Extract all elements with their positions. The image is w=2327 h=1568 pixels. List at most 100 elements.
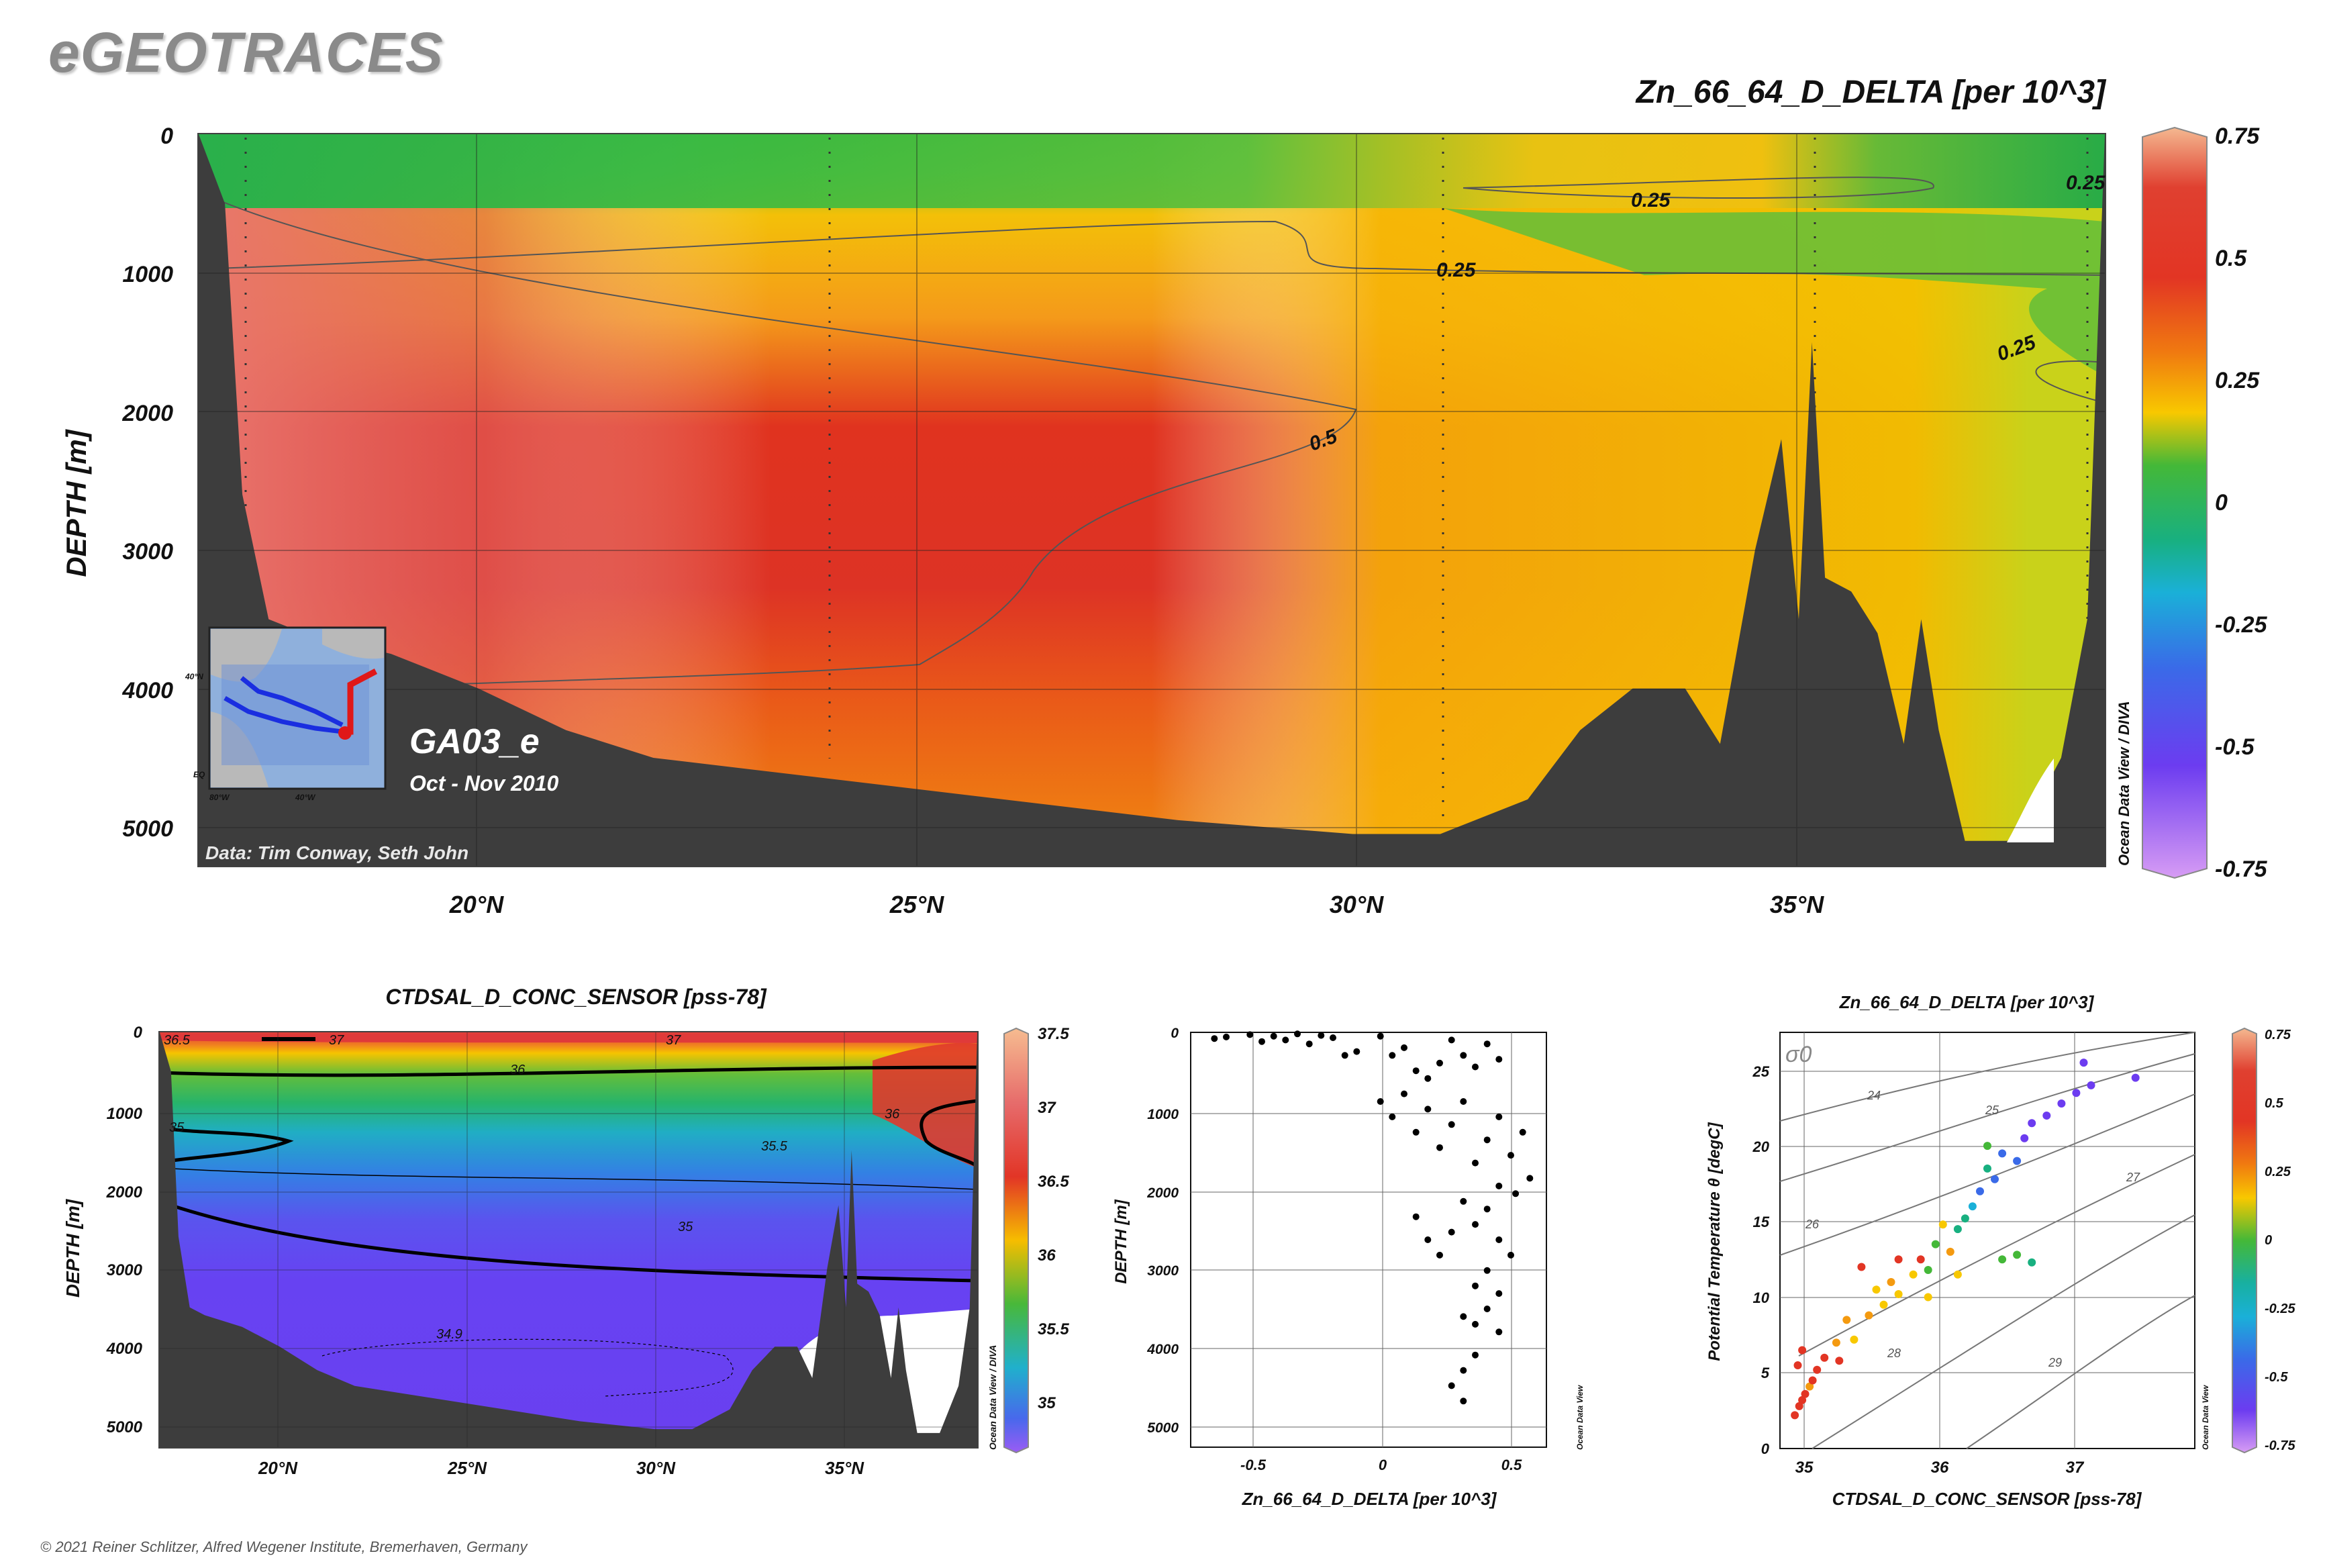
section-name: GA03_e [409, 722, 540, 761]
egeotraces-logo: eGEOTRACES [48, 21, 444, 84]
profile-data-point [1401, 1090, 1407, 1097]
profile-data-point [1412, 1213, 1420, 1220]
colorbar-tick: -0.25 [2215, 612, 2268, 638]
ts-data-point [1798, 1395, 1807, 1404]
profile-data-point [1294, 1030, 1301, 1038]
main-bathymetry [199, 134, 2105, 866]
x-tick-label: 0.5 [1501, 1457, 1522, 1473]
y-tick-label: 4000 [121, 678, 173, 703]
salinity-section-chart: CTDSAL_D_CONC_SENSOR [pss-78] 36.5 37 37… [62, 985, 1069, 1478]
profile-data-point [1460, 1052, 1467, 1059]
colorbar-tick: -0.5 [2265, 1370, 2288, 1385]
x-tick-label: 30°N [636, 1458, 676, 1478]
contour-label: 35 [678, 1220, 693, 1234]
profile-data-point [1389, 1113, 1396, 1120]
ts-data-point [1946, 1247, 1954, 1256]
contour-label: 37 [666, 1033, 681, 1048]
y-tick-label: 2000 [1146, 1185, 1179, 1201]
ts-data-point [1953, 1225, 1962, 1234]
y-tick-label: 5000 [1147, 1420, 1179, 1436]
ts-data-point [1953, 1270, 1962, 1279]
profile-data-point [1448, 1382, 1455, 1389]
colorbar-tick: 37.5 [1038, 1025, 1069, 1043]
cruise-dates: Oct - Nov 2010 [409, 771, 559, 795]
profile-data-point [1305, 1040, 1313, 1048]
ts-data-point [2087, 1081, 2095, 1089]
profile-data-point [1341, 1052, 1348, 1059]
profile-data-point [1512, 1190, 1520, 1197]
colorbar-tick: 0.75 [2215, 124, 2260, 149]
colorbar-tick: 0.5 [2265, 1096, 2284, 1111]
ts-y-axis-label: Potential Temperature θ [degC] [1705, 1122, 1724, 1361]
ts-data-point [1791, 1411, 1799, 1420]
profile-data-point [1211, 1035, 1218, 1042]
ts-data-point [2072, 1089, 2081, 1097]
y-tick-label: 2000 [106, 1183, 143, 1202]
y-tick-label: 0 [160, 124, 173, 149]
profile-scatter-chart: 0 1000 2000 3000 4000 5000 DEPTH [m] -0.… [1112, 1026, 1585, 1509]
map-label: 40°N [185, 672, 203, 681]
main-colorbar [2142, 126, 2208, 879]
x-tick-label: 30°N [1330, 891, 1384, 918]
profile-data-point [1495, 1236, 1503, 1243]
contour-label: 0.25 [1631, 189, 1671, 211]
profile-data-point [1483, 1306, 1491, 1312]
contour-label: 37 [329, 1033, 344, 1048]
ts-data-point [1924, 1293, 1932, 1302]
main-y-axis-label: DEPTH [m] [60, 428, 92, 577]
x-tick-label: -0.5 [1240, 1457, 1267, 1473]
profile-data-point [1282, 1036, 1289, 1044]
profile-data-point [1246, 1031, 1254, 1038]
ts-x-axis-label: CTDSAL_D_CONC_SENSOR [pss-78] [1832, 1489, 2142, 1509]
profile-data-point [1460, 1313, 1467, 1320]
salinity-chart-title: CTDSAL_D_CONC_SENSOR [pss-78] [385, 985, 767, 1009]
profile-data-point [1258, 1038, 1265, 1045]
y-tick-label: 25 [1752, 1063, 1770, 1080]
profile-data-point [1448, 1121, 1455, 1128]
profile-data-point [1223, 1033, 1230, 1040]
salinity-bathymetry [160, 1032, 977, 1447]
main-grid [199, 134, 2105, 866]
contour-label: 35 [169, 1120, 185, 1135]
profile-data-point [1460, 1398, 1467, 1405]
contour-label: 36.5 [164, 1033, 191, 1048]
ts-points [1791, 1059, 2140, 1420]
salinity-y-axis-label: DEPTH [m] [62, 1198, 83, 1297]
ts-data-point [1931, 1240, 1940, 1248]
profile-data-point [1318, 1032, 1325, 1039]
y-tick-label: 3000 [1147, 1263, 1179, 1279]
profile-data-point [1460, 1197, 1467, 1205]
colorbar-tick: -0.75 [2215, 856, 2268, 882]
ts-data-point [1872, 1285, 1881, 1294]
ts-data-point [1805, 1382, 1814, 1391]
profile-data-point [1270, 1032, 1277, 1040]
ts-diagram-chart: Zn_66_64_D_DELTA [per 10^3] 24 25 26 27 … [1705, 992, 2295, 1509]
ts-data-point [1795, 1402, 1803, 1410]
profile-data-point [1507, 1152, 1514, 1159]
ts-data-point [1798, 1346, 1807, 1355]
profile-data-point [1460, 1367, 1467, 1374]
ts-data-point [2028, 1258, 2036, 1267]
data-credit: Data: Tim Conway, Seth John [205, 842, 468, 863]
profile-data-point [1377, 1032, 1384, 1040]
isopycnal-label: 24 [1867, 1089, 1881, 1102]
profile-points [1211, 1030, 1534, 1405]
colorbar-tick: -0.25 [2265, 1302, 2295, 1316]
y-tick-label: 1000 [1147, 1107, 1179, 1122]
x-tick-label: 20°N [449, 891, 504, 918]
x-tick-label: 37 [2066, 1459, 2085, 1477]
y-tick-label: 0 [134, 1024, 143, 1042]
ts-colorbar [2232, 1027, 2257, 1454]
y-tick-label: 1000 [107, 1105, 143, 1123]
ts-data-point [2131, 1073, 2140, 1082]
y-tick-label: 5000 [122, 816, 173, 842]
isopycnal-label: 25 [1985, 1104, 1999, 1117]
profile-data-point [1412, 1128, 1420, 1136]
copyright-footer: © 2021 Reiner Schlitzer, Alfred Wegener … [40, 1538, 528, 1555]
colorbar-tick: 36.5 [1038, 1173, 1069, 1191]
profile-data-point [1472, 1063, 1479, 1071]
ts-data-point [1983, 1142, 1991, 1150]
profile-data-point [1436, 1251, 1443, 1259]
ts-data-point [2028, 1119, 2036, 1128]
contour-label: 34.9 [436, 1327, 462, 1342]
